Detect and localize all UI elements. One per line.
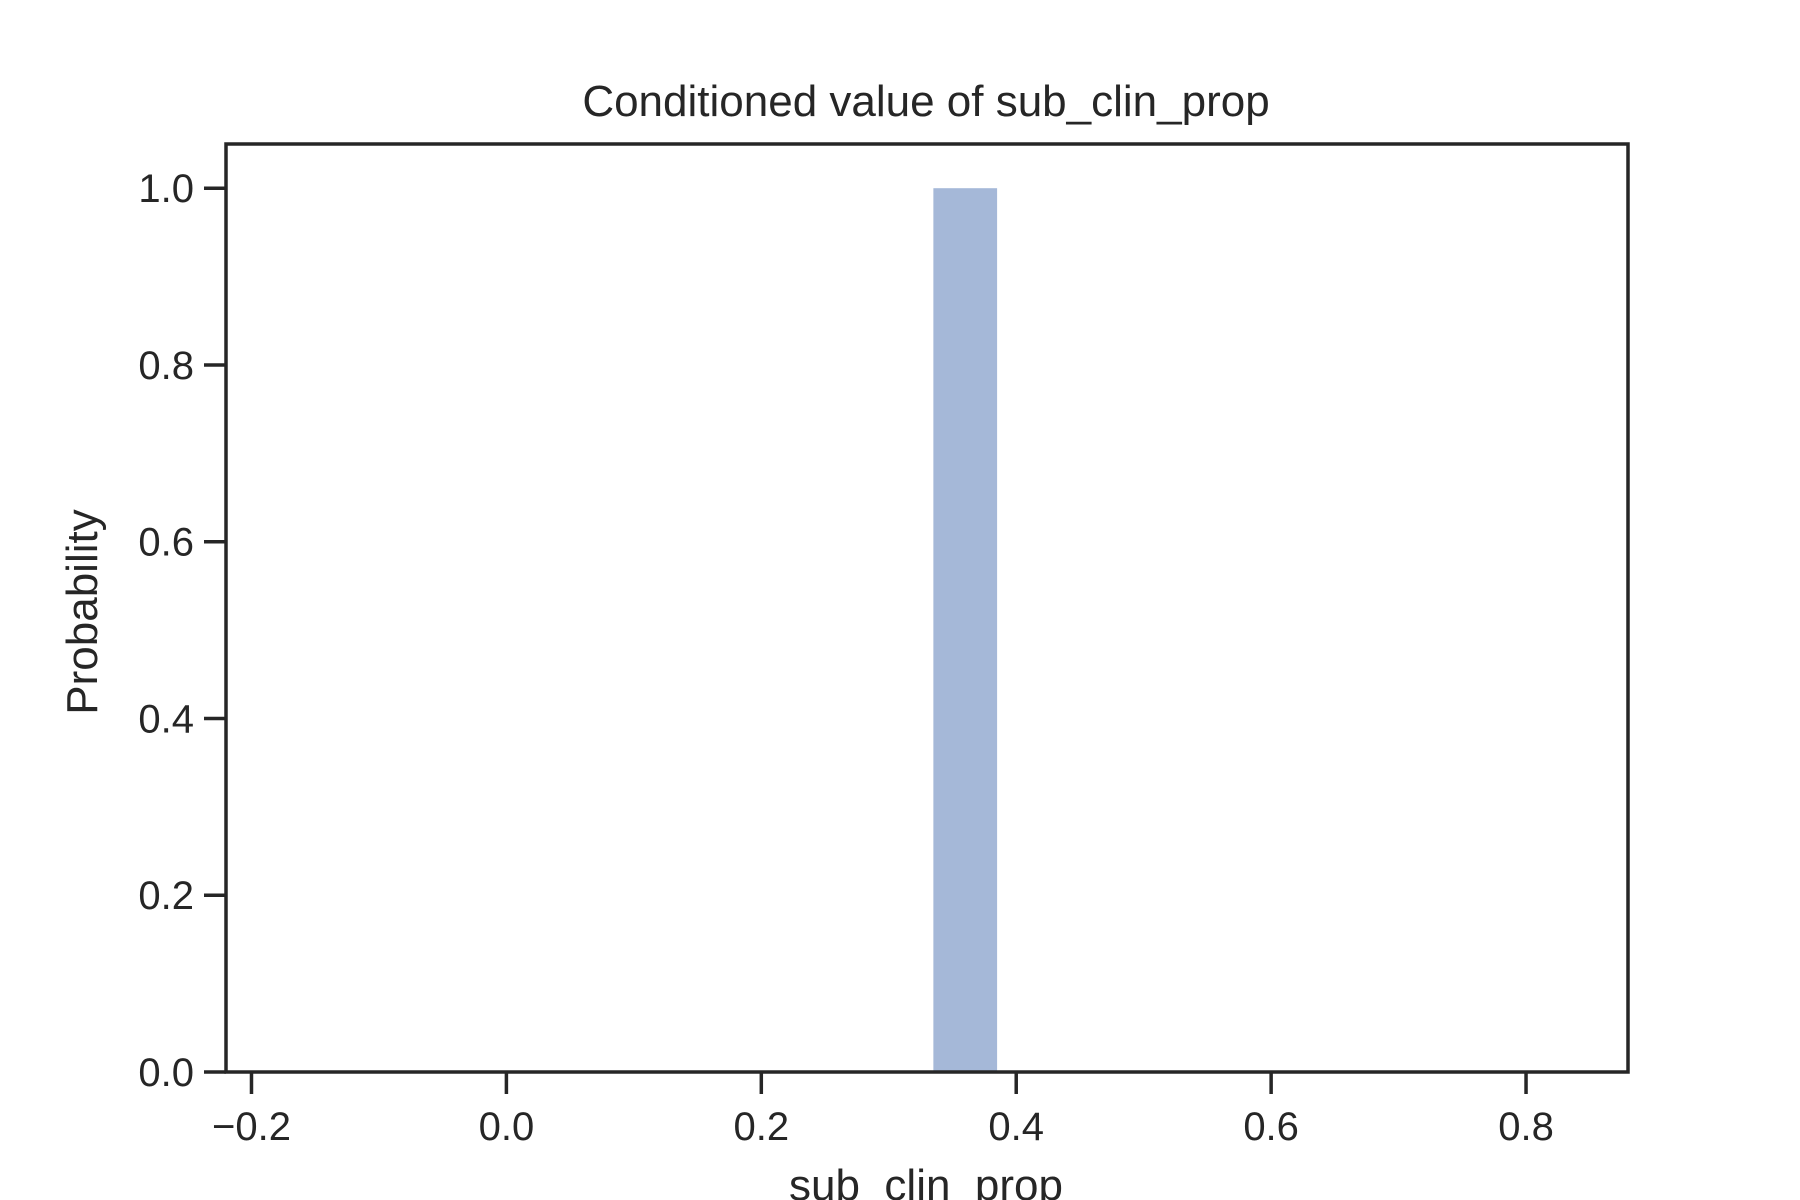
x-axis-label: sub_clin_prop: [789, 1161, 1063, 1200]
bars-layer: [933, 188, 998, 1072]
histogram-bar-0: [933, 188, 998, 1072]
x-tick-label: 0.6: [1243, 1105, 1299, 1149]
x-tick-label: 0.4: [988, 1105, 1044, 1149]
y-axis-label: Probability: [58, 509, 107, 714]
y-tick-label: 0.4: [138, 697, 194, 741]
x-tick-label: 0.0: [479, 1105, 535, 1149]
x-tick-label: −0.2: [212, 1105, 291, 1149]
y-axis-ticks: 0.0 0.2 0.4 0.6 0.8 1.0: [138, 167, 226, 1095]
y-tick-label: 0.6: [138, 521, 194, 565]
x-axis-ticks: −0.2 0.0 0.2 0.4 0.6 0.8: [212, 1072, 1554, 1149]
x-tick-label: 0.8: [1498, 1105, 1554, 1149]
x-tick-label: 0.2: [734, 1105, 790, 1149]
y-tick-label: 0.0: [138, 1051, 194, 1095]
y-tick-label: 1.0: [138, 167, 194, 211]
y-tick-label: 0.8: [138, 344, 194, 388]
chart-title: Conditioned value of sub_clin_prop: [582, 77, 1269, 126]
plot-frame: [224, 142, 1630, 1074]
y-tick-label: 0.2: [138, 874, 194, 918]
